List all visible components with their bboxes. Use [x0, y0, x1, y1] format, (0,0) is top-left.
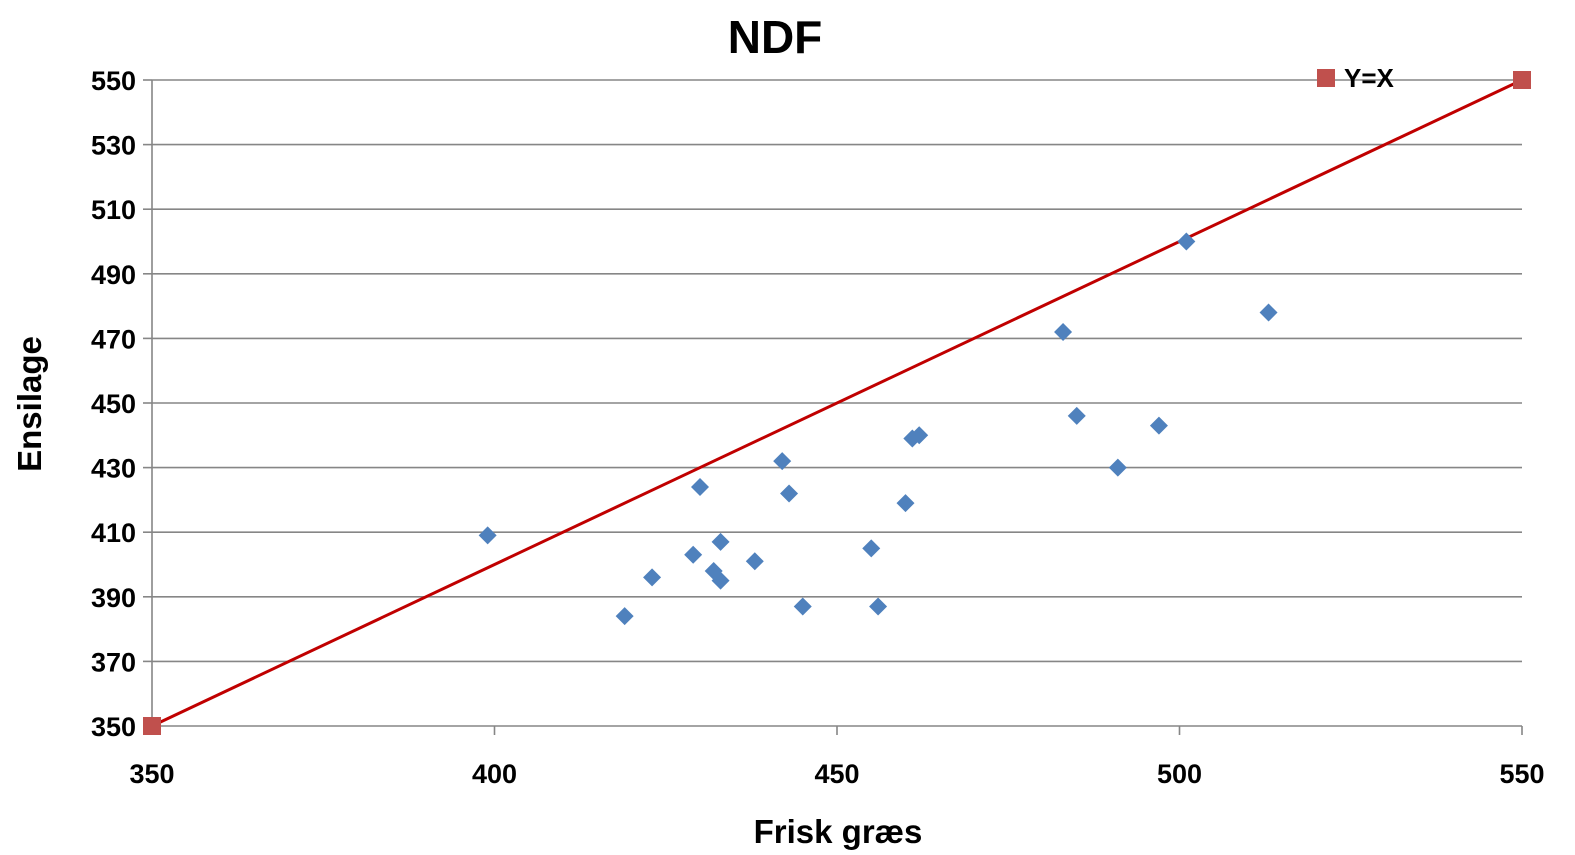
- data-point-19: [1108, 458, 1127, 477]
- data-point-1: [615, 607, 634, 626]
- y-tick-labels: 350 370 390 410 430 450 470 490 510 530 550: [91, 66, 136, 742]
- y-tick-label-450: 450: [91, 389, 136, 419]
- data-point-22: [1259, 303, 1278, 322]
- y-equals-x-marker-0: [143, 717, 161, 735]
- data-point-18: [1067, 406, 1086, 425]
- data-point-0: [478, 526, 497, 545]
- legend-swatch-y-equals-x: [1317, 69, 1335, 87]
- y-equals-x-line: [151, 78, 1523, 728]
- y-equals-x-marker-1: [1513, 71, 1531, 89]
- data-point-8: [745, 552, 764, 571]
- data-point-12: [862, 539, 881, 558]
- data-point-4: [691, 477, 709, 496]
- data-point-20: [1149, 416, 1168, 435]
- x-tick-label-450: 450: [814, 759, 859, 789]
- data-point-11: [793, 597, 812, 616]
- data-point-10: [780, 484, 799, 503]
- data-point-17: [1054, 322, 1073, 341]
- x-tick-label-550: 550: [1499, 759, 1544, 789]
- y-tick-label-430: 430: [91, 454, 136, 484]
- data-point-14: [896, 494, 915, 513]
- data-point-9: [773, 452, 792, 471]
- y-tick-label-470: 470: [91, 324, 136, 354]
- y-axis-title: Ensilage: [11, 336, 48, 472]
- y-equals-x-series: [143, 71, 1531, 735]
- y-tick-label-370: 370: [91, 647, 136, 677]
- x-axis-title: Frisk græs: [754, 813, 923, 850]
- data-point-13: [869, 597, 888, 616]
- x-tick-label-400: 400: [472, 759, 517, 789]
- data-point-3: [684, 545, 703, 564]
- x-tick-label-350: 350: [129, 759, 174, 789]
- data-point-16: [910, 426, 929, 445]
- axes: [143, 79, 1523, 735]
- y-tick-label-510: 510: [91, 195, 136, 225]
- y-tick-label-550: 550: [91, 66, 136, 96]
- chart-title: NDF: [728, 11, 823, 63]
- legend: Y=X: [1317, 63, 1395, 93]
- y-tick-label-350: 350: [91, 712, 136, 742]
- gridlines: [152, 79, 1522, 663]
- legend-label-y-equals-x: Y=X: [1344, 63, 1395, 93]
- data-point-7: [711, 532, 730, 551]
- y-tick-label-390: 390: [91, 583, 136, 613]
- y-tick-label-490: 490: [91, 260, 136, 290]
- data-points-series: [478, 232, 1278, 626]
- data-point-21: [1177, 232, 1196, 251]
- y-tick-label-410: 410: [91, 518, 136, 548]
- y-tick-label-530: 530: [91, 131, 136, 161]
- x-tick-label-500: 500: [1157, 759, 1202, 789]
- data-point-6: [711, 571, 730, 590]
- data-point-2: [643, 568, 662, 587]
- x-tick-labels: 350 400 450 500 550: [129, 759, 1544, 789]
